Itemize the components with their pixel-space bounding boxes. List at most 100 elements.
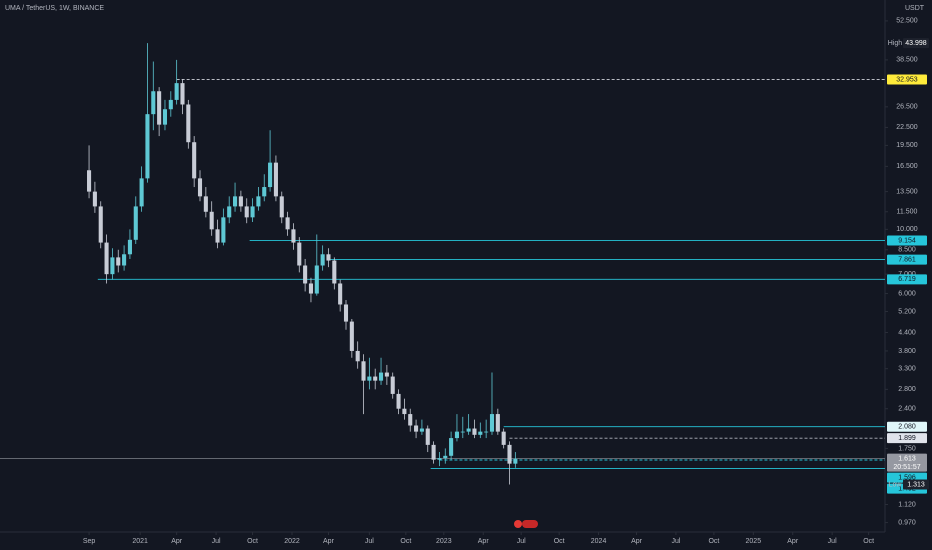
x-tick-label: Oct [863, 538, 874, 545]
price-label-box [887, 254, 927, 265]
candle-body [373, 376, 378, 381]
candle-body [472, 428, 477, 435]
us-flag-icon [514, 520, 538, 528]
x-tick-label: Oct [708, 538, 719, 545]
y-tick-label: 1.120 [898, 501, 916, 508]
price-label: 1.613 [898, 456, 916, 463]
price-label-box [887, 74, 927, 85]
candle-body [425, 428, 430, 445]
candle-body [408, 414, 413, 426]
price-label-box [887, 453, 927, 472]
candle-body [367, 376, 372, 381]
candle-body [192, 142, 197, 179]
y-tick-label: 3.800 [898, 348, 916, 355]
candle-body [297, 242, 302, 266]
x-tick-label: Apr [323, 538, 335, 545]
candle-body [139, 178, 144, 207]
countdown: 20:51:57 [893, 464, 920, 471]
y-tick-label: 16.500 [896, 163, 918, 170]
y-tick-label: 2.400 [898, 406, 916, 413]
candle-body [320, 254, 325, 266]
candle-body [361, 361, 366, 381]
high-marker-label: High [888, 40, 903, 47]
x-tick-label: Jul [517, 538, 526, 545]
candle-body [308, 283, 314, 294]
candle-body [133, 206, 138, 240]
candle-body [180, 83, 185, 105]
candle-body [291, 229, 296, 243]
candle-body [244, 206, 249, 218]
candle-body [396, 393, 401, 409]
candle-body [238, 196, 243, 207]
candle-body [390, 376, 395, 394]
candle-body [343, 304, 349, 322]
candle-body [478, 431, 483, 435]
candle-body [122, 254, 127, 266]
x-tick-label: Oct [554, 538, 565, 545]
y-tick-label: 52.500 [896, 18, 918, 25]
candle-body [355, 350, 360, 362]
candle-body [419, 428, 424, 432]
y-tick-label: 8.500 [898, 247, 916, 254]
candle-body [449, 438, 454, 456]
candle-body [454, 431, 459, 439]
candle-body [338, 283, 343, 305]
x-tick-label: 2023 [436, 538, 452, 545]
candle-body [87, 170, 92, 192]
candle-body [227, 206, 232, 218]
candle-body [197, 178, 203, 197]
candle-body [285, 217, 290, 230]
candle-body [501, 431, 506, 445]
x-tick-label: 2025 [746, 538, 762, 545]
x-tick-label: Apr [478, 538, 490, 545]
candle-body [268, 162, 273, 188]
candle-body [378, 372, 384, 381]
chart-title: UMA / TetherUS, 1W, BINANCE [5, 5, 104, 12]
candle-body [402, 408, 407, 415]
high-marker-box [903, 38, 929, 49]
price-label-box [887, 433, 927, 444]
low-marker-label: Low [889, 481, 903, 488]
price-label: 7.861 [898, 256, 916, 263]
low-marker-box [903, 479, 929, 490]
price-label: 9.154 [898, 237, 916, 244]
candle-body [145, 114, 150, 179]
price-label: 1.596 [898, 475, 916, 482]
candle-body [326, 254, 331, 261]
x-tick-label: Oct [400, 538, 411, 545]
candle-body [127, 239, 132, 255]
candle-body [443, 455, 448, 459]
candle-body [162, 109, 168, 125]
candle-body [484, 431, 489, 433]
y-tick-label: 10.000 [896, 226, 918, 233]
candle-body [221, 217, 226, 243]
y-tick-label: 6.000 [898, 290, 916, 297]
candle-body [186, 104, 191, 143]
price-label-box [887, 235, 927, 246]
candle-body [303, 265, 308, 284]
candle-body [314, 265, 319, 294]
price-label: 32.953 [896, 76, 918, 83]
candle-body [151, 91, 156, 115]
candle-body [104, 242, 109, 275]
y-tick-label: 1.750 [898, 445, 916, 452]
candle-body [414, 425, 419, 432]
x-tick-label: Sep [83, 538, 96, 545]
candle-body [460, 431, 465, 433]
low-marker-value: 1.313 [907, 481, 925, 488]
y-tick-label: 5.200 [898, 308, 916, 315]
candle-body [168, 99, 173, 110]
candle-body [332, 260, 337, 284]
y-tick-label: 26.500 [896, 104, 918, 111]
x-tick-label: Apr [631, 538, 643, 545]
x-tick-label: Jul [212, 538, 221, 545]
candle-body [92, 191, 97, 207]
candle-body [507, 444, 512, 464]
candle-body [273, 162, 278, 197]
candle-body [495, 414, 500, 432]
candle-body [250, 206, 255, 218]
candle-body [262, 187, 267, 197]
candle-body [256, 196, 261, 207]
